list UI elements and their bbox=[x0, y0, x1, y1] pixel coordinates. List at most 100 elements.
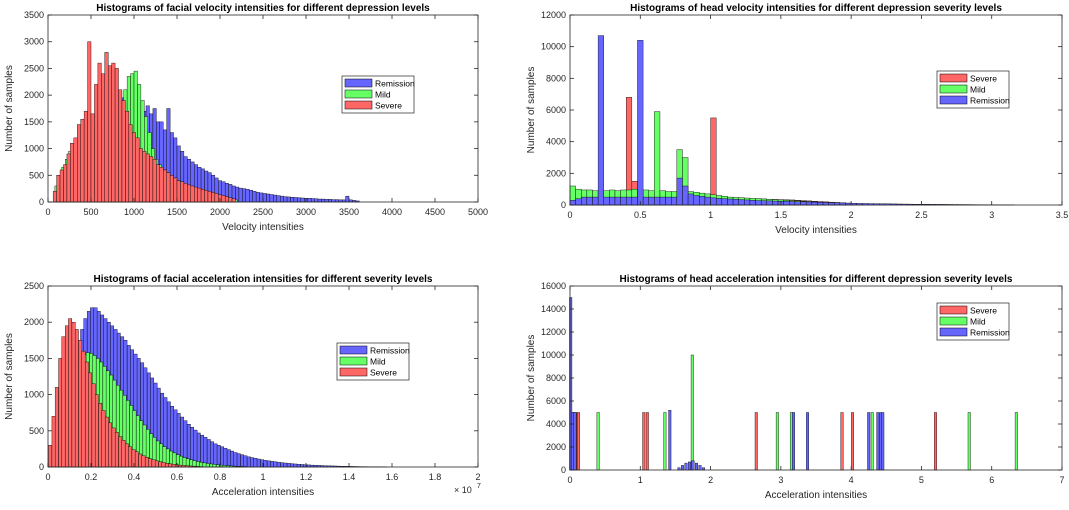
bar bbox=[94, 84, 97, 202]
y-tick-label: 16000 bbox=[541, 281, 566, 291]
bar bbox=[67, 154, 70, 202]
chart-title: Histograms of head velocity intensities … bbox=[630, 3, 1002, 14]
bar bbox=[224, 448, 227, 467]
bar bbox=[604, 197, 610, 205]
bar bbox=[129, 125, 132, 202]
bar bbox=[184, 183, 187, 202]
bar bbox=[177, 181, 180, 202]
bar bbox=[867, 413, 869, 471]
bar bbox=[170, 175, 173, 202]
bar bbox=[198, 188, 201, 202]
bar bbox=[62, 337, 65, 467]
x-tick-label: 5 bbox=[919, 475, 924, 485]
bar bbox=[695, 463, 697, 470]
bar bbox=[681, 465, 683, 470]
bar bbox=[722, 199, 728, 205]
x-tick-label: 1 bbox=[708, 210, 713, 220]
bar bbox=[250, 458, 253, 467]
bar bbox=[328, 199, 331, 202]
bar bbox=[165, 463, 168, 467]
x-tick-label: 6 bbox=[989, 475, 994, 485]
legend-swatch-severe bbox=[345, 101, 372, 109]
bar bbox=[688, 194, 694, 205]
bar bbox=[772, 201, 778, 205]
y-tick-label: 0 bbox=[561, 465, 566, 475]
plot-area bbox=[570, 15, 1062, 205]
x-tick-label: 2000 bbox=[210, 207, 230, 217]
bar bbox=[81, 119, 84, 202]
y-tick-label: 2500 bbox=[24, 281, 44, 291]
bar bbox=[227, 450, 230, 467]
y-tick-label: 3000 bbox=[24, 37, 44, 47]
bar bbox=[125, 444, 128, 467]
bar bbox=[191, 186, 194, 202]
x-tick-label: 1.4 bbox=[343, 472, 356, 482]
y-tick-label: 1000 bbox=[24, 390, 44, 400]
bar bbox=[274, 462, 277, 467]
bar bbox=[167, 173, 170, 202]
bar bbox=[57, 175, 60, 202]
x-tick-label: 1.2 bbox=[300, 472, 313, 482]
bar bbox=[174, 178, 177, 202]
bar bbox=[705, 197, 711, 205]
bar bbox=[311, 199, 314, 202]
bar bbox=[149, 157, 152, 202]
legend-label-remission: Remission bbox=[375, 79, 415, 89]
bar bbox=[88, 373, 91, 467]
bar bbox=[711, 118, 717, 205]
bar bbox=[284, 197, 287, 202]
bar bbox=[102, 411, 105, 467]
y-tick-label: 0 bbox=[39, 462, 44, 472]
bar bbox=[139, 454, 142, 467]
bar bbox=[776, 413, 778, 471]
bar bbox=[812, 202, 818, 205]
bar bbox=[649, 197, 655, 205]
bar bbox=[115, 68, 118, 202]
bar bbox=[263, 193, 266, 202]
bar bbox=[136, 138, 139, 202]
bar bbox=[215, 193, 218, 202]
x-tick-label: 2 bbox=[849, 210, 854, 220]
y-tick-label: 2000 bbox=[24, 90, 44, 100]
x-tick-label: 2500 bbox=[253, 207, 273, 217]
bar bbox=[112, 63, 115, 202]
bar bbox=[677, 178, 683, 205]
y-tick-label: 1500 bbox=[24, 353, 44, 363]
bar bbox=[789, 202, 795, 205]
legend-swatch-severe bbox=[940, 306, 967, 314]
bar bbox=[77, 125, 80, 202]
bar bbox=[204, 437, 207, 467]
y-tick-label: 1500 bbox=[24, 117, 44, 127]
bar bbox=[692, 461, 694, 470]
bar bbox=[225, 197, 228, 202]
legend-swatch-mild bbox=[940, 85, 967, 93]
bar bbox=[115, 432, 118, 467]
bar bbox=[851, 413, 853, 471]
y-tick-label: 6000 bbox=[546, 105, 566, 115]
legend-label-mild: Mild bbox=[970, 85, 986, 95]
bar bbox=[294, 464, 297, 467]
bar bbox=[654, 112, 660, 205]
legend-label-severe: Severe bbox=[375, 101, 402, 111]
bar bbox=[65, 326, 68, 467]
bar bbox=[162, 463, 165, 467]
bar bbox=[180, 182, 183, 202]
bar bbox=[230, 451, 233, 467]
bar bbox=[98, 63, 101, 202]
bar bbox=[85, 362, 88, 467]
legend-label-severe: Severe bbox=[970, 306, 997, 316]
legend-swatch-remission bbox=[340, 346, 367, 354]
bar bbox=[801, 202, 807, 205]
bar bbox=[294, 197, 297, 202]
bar bbox=[145, 457, 148, 467]
y-tick-label: 8000 bbox=[546, 373, 566, 383]
bar bbox=[592, 197, 598, 205]
bar bbox=[756, 201, 762, 205]
bar bbox=[59, 358, 62, 467]
y-tick-label: 2000 bbox=[546, 168, 566, 178]
bar bbox=[664, 413, 666, 471]
bar bbox=[239, 188, 242, 202]
